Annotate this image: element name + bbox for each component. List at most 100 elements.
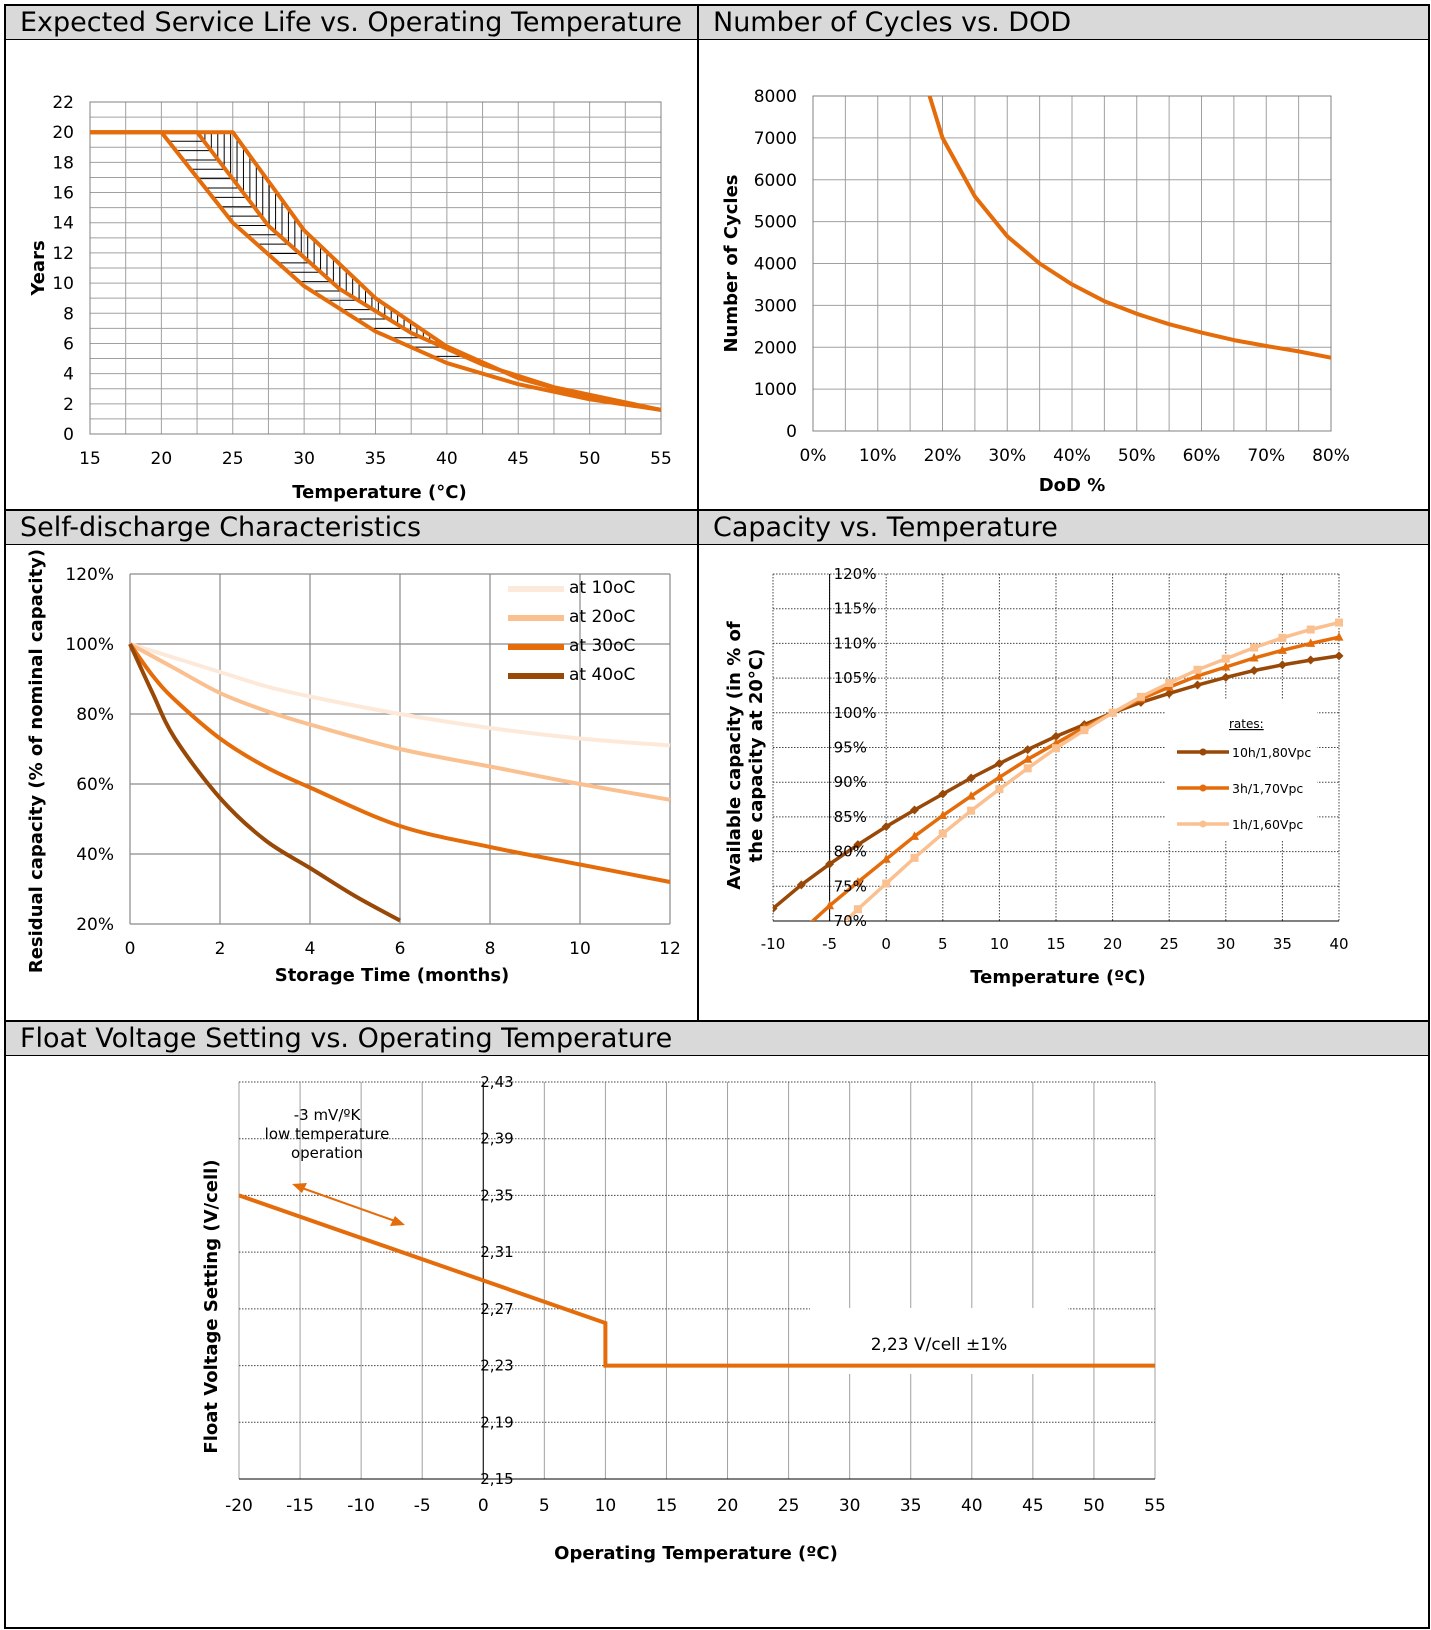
x-tick-label: 35 [365,449,387,469]
data-marker [1193,665,1202,674]
data-marker [1051,731,1061,741]
y-tick-label: 20% [76,915,114,935]
data-marker [1164,688,1174,698]
legend-label: 10h/1,80Vpc [1232,745,1311,760]
data-marker [1277,645,1287,654]
data-marker [1221,654,1230,663]
x-tick-label: 30 [839,1496,861,1516]
panel-title: Expected Service Life vs. Operating Temp… [6,6,697,40]
data-marker [1136,692,1145,701]
y-tick-label: 100% [65,635,114,655]
slope-arrow [301,1187,396,1222]
panel-title: Self-discharge Characteristics [6,511,697,545]
data-marker [1335,618,1343,627]
plot-frame [89,101,662,435]
legend-label: at 40oC [569,665,635,685]
y-tick-label: 2,27 [480,1300,513,1318]
y-tick-label: 2000 [754,338,797,358]
slope-annotation: operation [291,1144,363,1162]
data-marker [938,810,948,820]
plot-frame [812,95,1332,432]
data-marker [825,900,835,910]
x-tick-label: 20 [151,449,173,469]
series-line-3 [128,643,401,923]
y-tick-label: 95% [834,739,867,757]
x-tick-label: 50 [1083,1496,1105,1516]
legend-marker [1199,820,1207,828]
x-tick-label: 10 [595,1496,617,1516]
service-life-chart: 15 20 25 30 35 40 45 50 55 0 2 4 6 8 10 12 14 16 18 20 22 Tem… [28,93,672,503]
y-tick-label: 2,39 [480,1130,513,1148]
data-marker [1221,661,1231,671]
data-marker [1334,651,1344,661]
x-axis-title: Storage Time (months) [275,965,510,986]
data-marker [1023,764,1032,773]
x-tick-label: -5 [414,1496,431,1516]
x-tick-label: 55 [1144,1496,1166,1516]
data-marker [1306,638,1316,647]
data-marker [853,877,863,886]
legend-marker [1199,748,1207,756]
data-marker [881,854,891,863]
y-tick-label: 2,31 [480,1243,513,1261]
data-marker [1165,678,1174,687]
y-tick-label: 2,43 [480,1073,513,1091]
data-marker [1250,643,1259,652]
x-tick-label: 5 [938,935,948,953]
series-line-2 [128,642,671,884]
data-marker [1277,660,1287,670]
legend-label: at 30oC [569,636,635,656]
y-tick-label: 115% [834,600,877,618]
legend-marker [1199,784,1207,792]
data-marker [1278,633,1287,642]
x-tick-label: 40 [1329,935,1348,953]
y-tick-label: 7000 [754,129,797,149]
x-tick-label: 40% [1053,446,1091,466]
data-marker [967,806,976,815]
x-tick-label: 60% [1183,446,1221,466]
panel-capacity-temp: Capacity vs. Temperature rates: 10h/1,80V… [697,509,1430,1022]
x-tick-label: -5 [822,935,837,953]
y-tick-label: 6 [63,334,74,354]
data-marker [882,879,891,888]
self-discharge-chart: at 10oC at 20oC at 30oC at 40oC 0 2 4 6 8 10 12 20%… [26,549,681,986]
data-marker [1052,744,1060,753]
panel-title: Capacity vs. Temperature [699,511,1428,545]
y-axis-title: Available capacity (in % ofthe capacity … [724,621,767,890]
series-line-1 [129,642,671,802]
x-tick-label: 4 [305,939,316,959]
x-axis-title: DoD % [1039,475,1106,496]
y-tick-label: 2,19 [480,1413,513,1431]
x-tick-label: 0% [800,446,827,466]
arrow-head-right [390,1216,405,1226]
data-marker [1080,726,1089,735]
x-tick-label: -20 [225,1496,253,1516]
y-tick-label: 80% [76,705,114,725]
y-tick-label: 6000 [754,171,797,191]
flat-label-box [810,1308,1068,1374]
x-tick-label: 25 [222,449,244,469]
data-marker [797,926,806,935]
x-tick-label: 0 [881,935,891,953]
y-tick-label: 70% [834,912,867,930]
life-curve-0 [90,130,662,412]
y-tick-label: 2,35 [480,1186,513,1204]
y-tick-label: 0 [786,422,797,442]
series-group-2 [843,618,1343,921]
y-tick-label: 0 [63,425,74,445]
data-marker [1023,754,1033,763]
data-marker [825,859,835,869]
panel-float-voltage: Float Voltage Setting vs. Operating Temp… [4,1020,1430,1629]
data-marker [881,822,891,832]
data-marker [910,853,919,862]
panel-title: Float Voltage Setting vs. Operating Temp… [6,1022,1428,1056]
y-tick-label: 80% [834,843,867,861]
y-tick-label: 90% [834,773,867,791]
x-tick-label: 20 [1103,935,1122,953]
y-tick-label: 1000 [754,380,797,400]
x-tick-label: 20 [717,1496,739,1516]
x-tick-label: 45 [1022,1496,1044,1516]
x-tick-label: -10 [761,935,786,953]
y-tick-label: 4 [63,365,74,385]
